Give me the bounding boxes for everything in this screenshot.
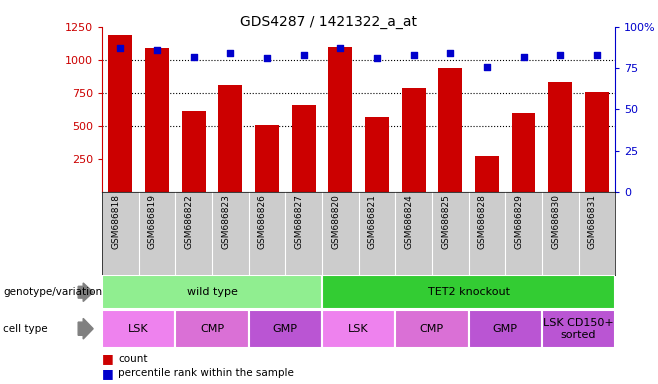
Bar bbox=[102, 310, 175, 348]
Point bbox=[445, 50, 455, 56]
Bar bbox=[109, 35, 132, 192]
Bar bbox=[322, 310, 395, 348]
Text: GSM686819: GSM686819 bbox=[148, 194, 157, 250]
Point bbox=[188, 53, 199, 60]
Point bbox=[409, 52, 419, 58]
Text: GSM686821: GSM686821 bbox=[368, 194, 377, 249]
Bar bbox=[328, 47, 352, 192]
Text: GSM686829: GSM686829 bbox=[515, 194, 524, 249]
Bar bbox=[291, 105, 316, 192]
Text: wild type: wild type bbox=[186, 287, 238, 297]
Point bbox=[482, 63, 492, 70]
Text: LSK CD150+
sorted: LSK CD150+ sorted bbox=[544, 318, 614, 339]
Text: GSM686820: GSM686820 bbox=[331, 194, 340, 249]
Point bbox=[592, 52, 602, 58]
Text: CMP: CMP bbox=[420, 324, 444, 334]
Point bbox=[225, 50, 236, 56]
Text: CMP: CMP bbox=[200, 324, 224, 334]
Bar bbox=[401, 88, 426, 192]
Text: ■: ■ bbox=[102, 353, 114, 366]
Bar bbox=[182, 111, 205, 192]
Point bbox=[152, 47, 163, 53]
Bar bbox=[512, 113, 536, 192]
Text: GMP: GMP bbox=[493, 324, 518, 334]
Text: GSM686823: GSM686823 bbox=[221, 194, 230, 249]
Text: GSM686831: GSM686831 bbox=[588, 194, 597, 250]
Bar bbox=[175, 310, 249, 348]
Text: count: count bbox=[118, 354, 148, 364]
Point bbox=[298, 52, 309, 58]
Text: GDS4287 / 1421322_a_at: GDS4287 / 1421322_a_at bbox=[241, 15, 417, 29]
Text: GSM686824: GSM686824 bbox=[405, 194, 414, 249]
Text: GSM686830: GSM686830 bbox=[551, 194, 560, 250]
Point bbox=[335, 45, 345, 51]
Bar bbox=[255, 125, 279, 192]
Point bbox=[115, 45, 126, 51]
Bar bbox=[365, 117, 389, 192]
Text: GSM686825: GSM686825 bbox=[442, 194, 450, 249]
Text: percentile rank within the sample: percentile rank within the sample bbox=[118, 368, 294, 378]
Bar bbox=[548, 82, 572, 192]
Text: GSM686826: GSM686826 bbox=[258, 194, 267, 249]
Text: TET2 knockout: TET2 knockout bbox=[428, 287, 509, 297]
Point bbox=[372, 55, 382, 61]
Text: GSM686818: GSM686818 bbox=[111, 194, 120, 250]
Text: genotype/variation: genotype/variation bbox=[3, 287, 103, 297]
Text: GSM686828: GSM686828 bbox=[478, 194, 487, 249]
Text: GMP: GMP bbox=[273, 324, 298, 334]
Bar bbox=[322, 275, 615, 309]
Text: ■: ■ bbox=[102, 367, 114, 380]
Text: LSK: LSK bbox=[128, 324, 149, 334]
FancyArrow shape bbox=[78, 318, 93, 339]
Point bbox=[262, 55, 272, 61]
Bar bbox=[475, 156, 499, 192]
Text: cell type: cell type bbox=[3, 324, 48, 334]
Bar bbox=[585, 92, 609, 192]
Bar bbox=[145, 48, 169, 192]
Point bbox=[555, 52, 565, 58]
Bar bbox=[249, 310, 322, 348]
Bar bbox=[102, 275, 322, 309]
Point bbox=[519, 53, 529, 60]
Text: GSM686822: GSM686822 bbox=[185, 194, 193, 249]
FancyArrow shape bbox=[78, 283, 93, 301]
Bar bbox=[218, 85, 242, 192]
Bar bbox=[542, 310, 615, 348]
Bar bbox=[395, 310, 468, 348]
Bar bbox=[438, 68, 462, 192]
Bar bbox=[468, 310, 542, 348]
Text: LSK: LSK bbox=[348, 324, 369, 334]
Text: GSM686827: GSM686827 bbox=[295, 194, 303, 249]
